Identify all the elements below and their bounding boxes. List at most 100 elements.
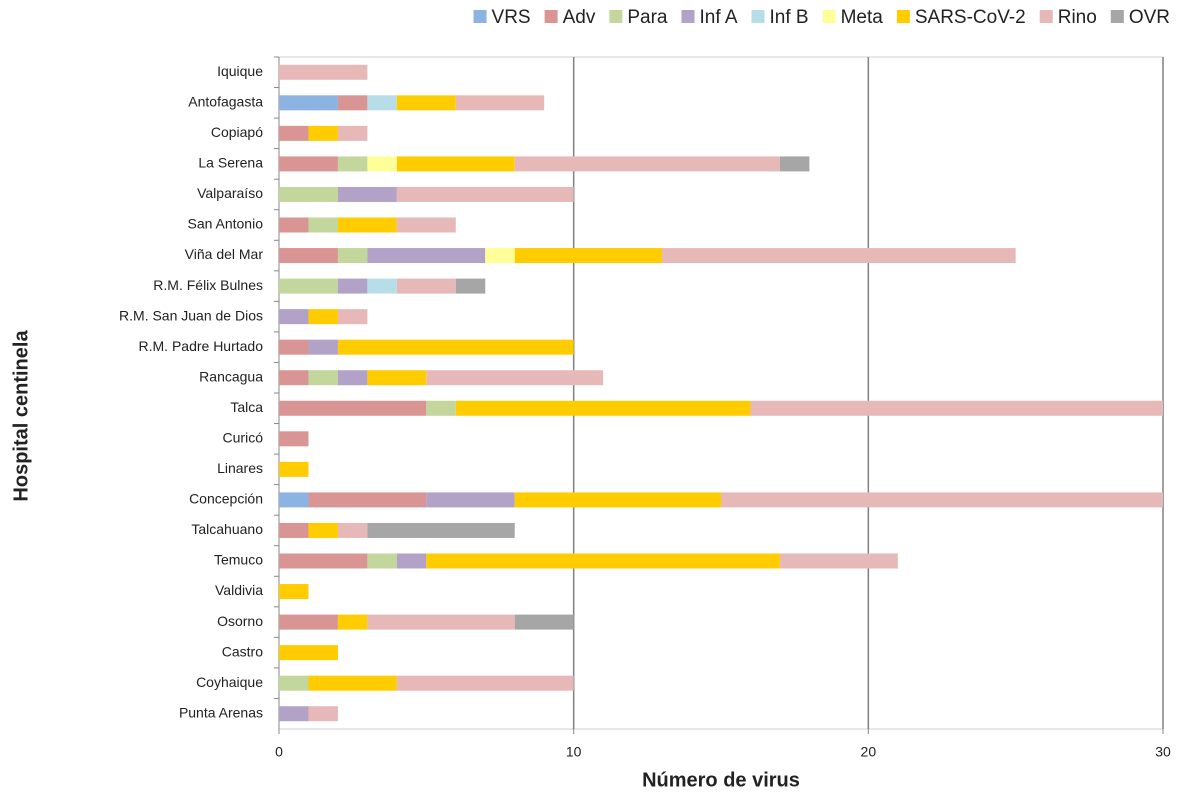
bar-segment <box>279 400 427 416</box>
legend-label: Meta <box>841 7 884 28</box>
bar-segment <box>396 553 427 569</box>
bar-segment <box>779 156 810 172</box>
legend-item: Inf B <box>751 7 809 28</box>
bar-segment <box>308 339 338 355</box>
y-tick-label: R.M. San Juan de Dios <box>119 307 263 323</box>
bar-segment <box>396 675 574 691</box>
bar-segment <box>308 217 338 233</box>
y-tick-label: R.M. Padre Hurtado <box>139 338 264 354</box>
legend-swatch <box>751 10 765 23</box>
y-tick-label: Linares <box>217 460 263 476</box>
bar-segment <box>279 675 309 691</box>
legend-item: Inf A <box>681 7 738 28</box>
bar-segment <box>426 400 456 416</box>
legend-swatch <box>609 10 623 23</box>
bar-segment <box>367 278 397 294</box>
bar-segment <box>396 95 456 111</box>
bar-segment <box>396 217 456 233</box>
legend-label: Para <box>627 7 668 28</box>
bar-segment <box>279 706 309 722</box>
x-tick-label: 0 <box>275 744 283 760</box>
bar-segment <box>367 370 427 386</box>
bar-segment <box>455 278 486 294</box>
bar-segment <box>279 370 309 386</box>
legend-swatch <box>822 10 836 23</box>
bar-segment <box>337 125 368 141</box>
y-tick-label: Valdivia <box>215 582 263 598</box>
legend-item: Para <box>609 7 668 28</box>
bar-segment <box>367 614 515 630</box>
y-tick-label: Castro <box>222 643 263 659</box>
legend-item: OVR <box>1110 7 1170 28</box>
y-tick-label: Rancagua <box>199 368 263 384</box>
bar-segment <box>308 675 397 691</box>
bar-segment <box>279 278 338 294</box>
bar-segment <box>279 309 309 325</box>
y-tick-label: Copiapó <box>211 124 263 140</box>
legend-swatch <box>1110 10 1124 23</box>
y-tick-label: La Serena <box>198 155 263 171</box>
bar-segment <box>721 492 1163 508</box>
bar-segment <box>279 584 309 600</box>
bar-segment <box>367 522 515 538</box>
legend-swatch <box>681 10 695 23</box>
y-tick-label: Valparaíso <box>197 185 263 201</box>
bar-segment <box>426 370 604 386</box>
bar-segment <box>337 278 368 294</box>
y-tick-label: Talcahuano <box>191 521 263 537</box>
bar-segment <box>279 156 338 172</box>
legend-swatch <box>1039 10 1053 23</box>
x-tick-label: 20 <box>861 744 877 760</box>
bar-segment <box>279 125 309 141</box>
bar-segment <box>279 64 368 80</box>
legend-item: SARS-CoV-2 <box>896 7 1026 28</box>
bar-segment <box>337 186 397 202</box>
bar-segment <box>279 461 309 477</box>
bar-segment <box>337 248 368 264</box>
y-axis-title: Hospital centinela <box>10 330 32 502</box>
y-tick-label: Concepción <box>189 491 263 507</box>
y-tick-label: Osorno <box>217 613 263 629</box>
legend-label: SARS-CoV-2 <box>915 7 1026 28</box>
bar-segment <box>279 95 338 111</box>
bar-segment <box>426 492 515 508</box>
bar-segment <box>279 217 309 233</box>
y-tick-label: Punta Arenas <box>179 704 263 720</box>
bar-segment <box>396 156 515 172</box>
bar-segment <box>279 248 338 264</box>
y-tick-label: Coyhaique <box>196 674 263 690</box>
y-tick-label: Antofagasta <box>188 94 263 110</box>
bar-segment <box>308 370 338 386</box>
legend: VRS Adv Para Inf A Inf B Meta SARS-CoV-2 Rino OV… <box>473 7 1170 28</box>
bar-segment <box>396 278 456 294</box>
bar-segment <box>279 645 338 661</box>
y-tick-label: R.M. Félix Bulnes <box>153 277 263 293</box>
y-tick-label: Iquique <box>217 63 263 79</box>
bar-segment <box>779 553 898 569</box>
bar-segment <box>337 217 397 233</box>
bar-segment <box>426 553 780 569</box>
y-tick-label: Curicó <box>223 430 264 446</box>
bar-segment <box>367 248 486 264</box>
bar-segment <box>337 156 368 172</box>
bar-segment <box>337 614 368 630</box>
legend-item: Meta <box>822 7 884 28</box>
bar-segment <box>279 614 338 630</box>
legend-item: Adv <box>544 7 596 28</box>
legend-label: Adv <box>563 7 596 28</box>
x-tick-label: 10 <box>566 744 582 760</box>
bar-segment <box>514 156 780 172</box>
bar-segment <box>337 309 368 325</box>
bar-segment <box>308 492 427 508</box>
bar-segment <box>279 522 309 538</box>
bar-segment <box>485 248 515 264</box>
bar-segment <box>396 186 574 202</box>
bar-segment <box>279 186 338 202</box>
legend-swatch <box>544 10 558 23</box>
bar-segment <box>308 706 338 722</box>
bar-segment <box>455 95 545 111</box>
legend-swatch <box>473 10 487 23</box>
legend-label: Rino <box>1058 7 1097 28</box>
bar-segment <box>308 309 338 325</box>
